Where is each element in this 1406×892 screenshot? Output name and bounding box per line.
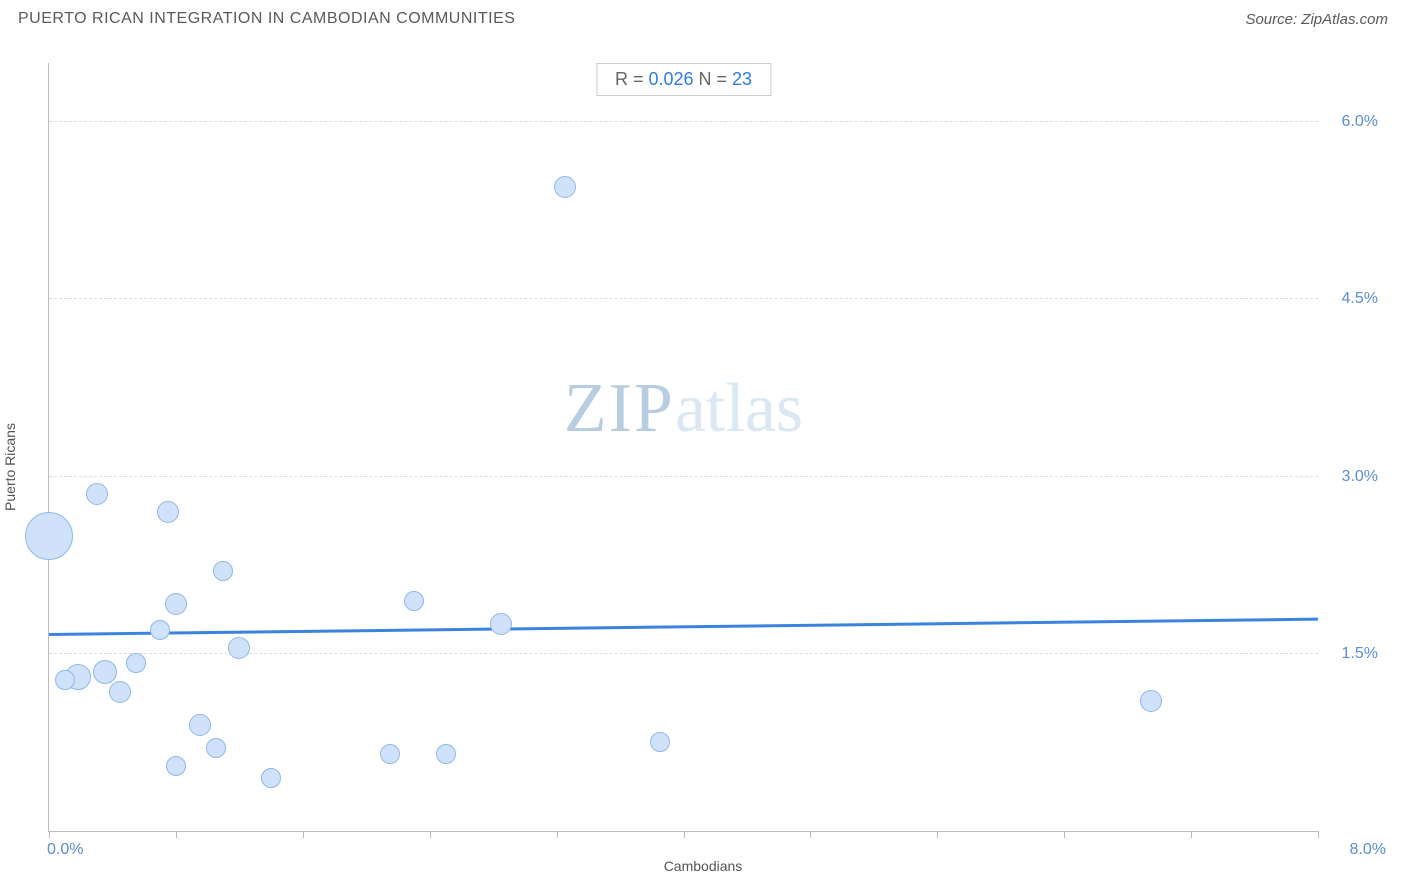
x-tick bbox=[430, 831, 431, 838]
data-point bbox=[86, 483, 108, 505]
x-tick bbox=[1191, 831, 1192, 838]
plot-area: ZIPatlas R = 0.026 N = 23 0.0% 8.0% 1.5%… bbox=[48, 63, 1318, 832]
stats-box: R = 0.026 N = 23 bbox=[596, 63, 771, 96]
data-point bbox=[165, 593, 187, 615]
x-tick bbox=[557, 831, 558, 838]
data-point bbox=[261, 768, 281, 788]
x-tick bbox=[810, 831, 811, 838]
r-label: R = bbox=[615, 69, 649, 89]
data-point bbox=[228, 637, 250, 659]
watermark-light: atlas bbox=[675, 370, 803, 447]
n-label: N = bbox=[694, 69, 733, 89]
data-point bbox=[1140, 690, 1162, 712]
x-max-label: 8.0% bbox=[1350, 841, 1386, 859]
data-point bbox=[189, 714, 211, 736]
y-tick-label: 4.5% bbox=[1342, 290, 1378, 308]
chart-title: PUERTO RICAN INTEGRATION IN CAMBODIAN CO… bbox=[18, 10, 515, 28]
chart-container: Puerto Ricans Cambodians ZIPatlas R = 0.… bbox=[18, 45, 1388, 872]
data-point bbox=[490, 613, 512, 635]
data-point bbox=[206, 738, 226, 758]
data-point bbox=[150, 620, 170, 640]
data-point bbox=[109, 681, 131, 703]
trend-line bbox=[49, 618, 1318, 636]
x-tick bbox=[303, 831, 304, 838]
data-point bbox=[213, 561, 233, 581]
n-value: 23 bbox=[732, 69, 752, 89]
x-tick bbox=[684, 831, 685, 838]
data-point bbox=[126, 653, 146, 673]
data-point bbox=[436, 744, 456, 764]
x-tick bbox=[1318, 831, 1319, 838]
gridline bbox=[49, 298, 1318, 299]
r-value: 0.026 bbox=[648, 69, 693, 89]
y-tick-label: 1.5% bbox=[1342, 645, 1378, 663]
y-axis-label: Puerto Ricans bbox=[2, 423, 18, 511]
data-point bbox=[93, 660, 117, 684]
x-tick bbox=[176, 831, 177, 838]
data-point bbox=[25, 512, 73, 560]
y-tick-label: 6.0% bbox=[1342, 113, 1378, 131]
x-tick bbox=[937, 831, 938, 838]
data-point bbox=[157, 501, 179, 523]
data-point bbox=[380, 744, 400, 764]
gridline bbox=[49, 121, 1318, 122]
x-tick bbox=[1064, 831, 1065, 838]
y-tick-label: 3.0% bbox=[1342, 468, 1378, 486]
source-attribution: Source: ZipAtlas.com bbox=[1245, 11, 1388, 28]
data-point bbox=[404, 591, 424, 611]
data-point bbox=[55, 670, 75, 690]
watermark: ZIPatlas bbox=[564, 369, 803, 449]
data-point bbox=[650, 732, 670, 752]
x-axis-label: Cambodians bbox=[664, 858, 743, 874]
data-point bbox=[554, 176, 576, 198]
watermark-bold: ZIP bbox=[564, 370, 675, 447]
x-tick bbox=[49, 831, 50, 838]
gridline bbox=[49, 476, 1318, 477]
x-min-label: 0.0% bbox=[47, 841, 83, 859]
data-point bbox=[166, 756, 186, 776]
